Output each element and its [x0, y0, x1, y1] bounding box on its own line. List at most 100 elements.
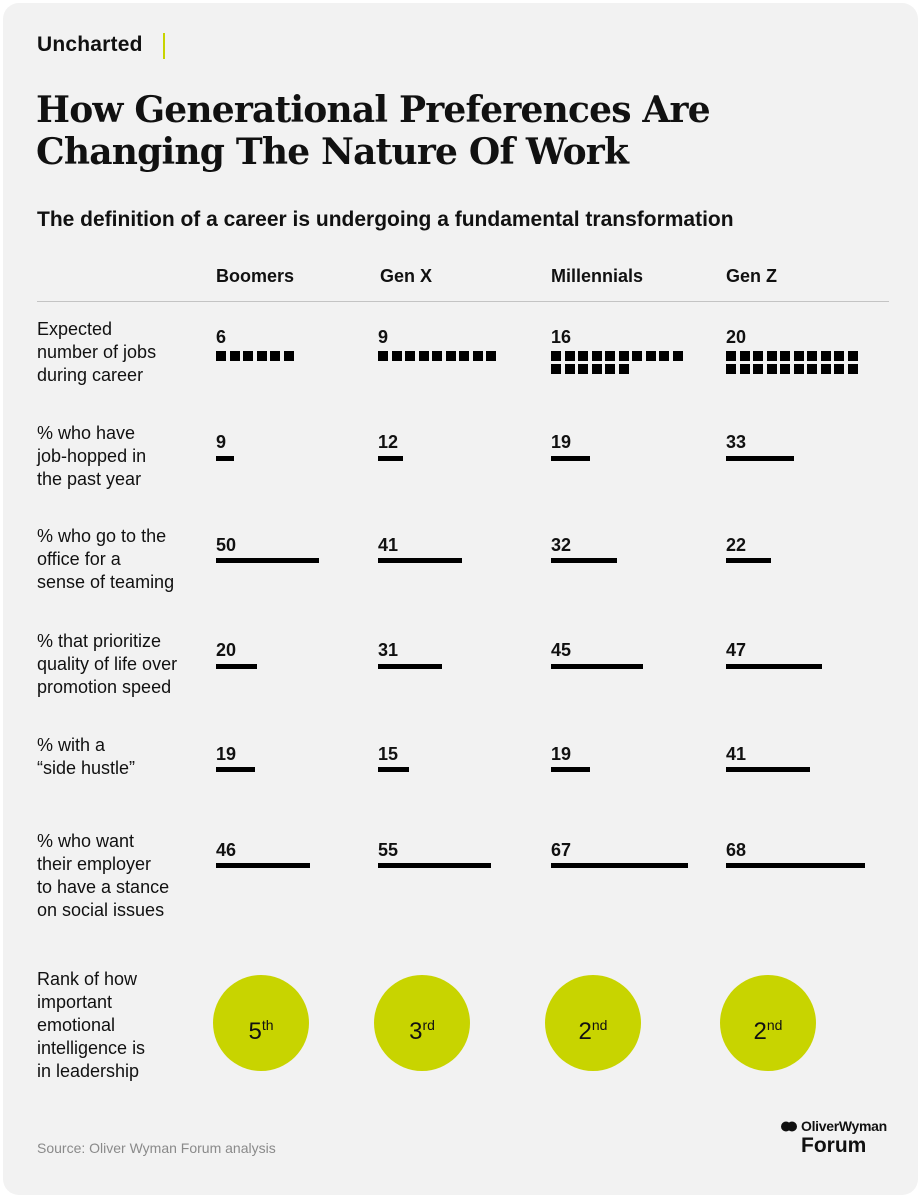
job-square: [551, 364, 561, 374]
bar-gen-x: [378, 558, 463, 563]
job-square: [780, 364, 790, 374]
bar-millennials: [551, 664, 644, 669]
bar-gen-z: [726, 767, 811, 772]
job-square: [753, 351, 763, 361]
bar-gen-x: [378, 863, 491, 868]
job-square: [793, 364, 804, 374]
job-square: [564, 351, 575, 361]
bar-gen-x: [378, 767, 409, 772]
value-label-boomers: 50: [216, 535, 237, 555]
row-label-social-stance: % who want their employer to have a stance…: [37, 831, 170, 920]
job-square: [739, 364, 750, 374]
job-square: [564, 364, 575, 374]
job-square: [432, 351, 442, 361]
value-label-boomers: 20: [216, 640, 237, 660]
job-square: [632, 351, 642, 361]
value-label-gen-x: 31: [378, 640, 399, 660]
value-label-boomers: 19: [216, 744, 237, 764]
value-label-millennials: 32: [551, 535, 572, 555]
bar-boomers: [216, 863, 311, 868]
job-square: [256, 351, 267, 361]
job-square: [618, 351, 629, 361]
job-square: [807, 364, 817, 374]
title-line-2: Changing The Nature Of Work: [36, 131, 629, 173]
bar-gen-z: [726, 664, 823, 669]
column-header-boomers: Boomers: [216, 266, 295, 286]
value-label-gen-z: 22: [726, 535, 747, 555]
source-note: Source: Oliver Wyman Forum analysis: [37, 1140, 276, 1156]
header-divider: [37, 301, 889, 302]
job-square: [659, 351, 669, 361]
row-label-side-hustle: % with a “side hustle”: [37, 735, 136, 778]
job-square: [672, 351, 683, 361]
rank-circle-boomers: 5th: [213, 975, 309, 1071]
value-label-millennials: 67: [551, 840, 572, 860]
job-square: [605, 351, 615, 361]
bar-gen-x: [378, 664, 442, 669]
value-label-gen-z: 33: [726, 432, 747, 452]
brand-label: Uncharted: [37, 33, 143, 56]
value-label-gen-x: 12: [378, 432, 399, 452]
job-square: [834, 351, 844, 361]
value-label-boomers: 6: [216, 327, 227, 347]
title-line-1: How Generational Preferences Are: [36, 89, 711, 131]
job-square: [645, 351, 656, 361]
job-square: [605, 364, 615, 374]
rank-circle-gen-z: 2nd: [720, 975, 816, 1071]
job-square: [766, 364, 777, 374]
value-label-gen-x: 9: [378, 327, 389, 347]
row-label-jobs: Expected number of jobs during career: [37, 319, 157, 385]
value-label-millennials: 19: [551, 744, 572, 764]
bar-gen-x: [378, 456, 403, 461]
bar-boomers: [216, 767, 255, 772]
column-header-millennials: Millennials: [551, 266, 644, 286]
row-label-office-teaming: % who go to the office for a sense of team…: [37, 526, 175, 592]
job-square: [578, 364, 588, 374]
job-square: [793, 351, 804, 361]
value-label-millennials: 16: [551, 327, 572, 347]
bar-millennials: [551, 767, 590, 772]
job-square: [780, 351, 790, 361]
job-square: [418, 351, 429, 361]
bar-gen-z: [726, 863, 866, 868]
logo-mark-icon: [781, 1121, 797, 1132]
bar-millennials: [551, 558, 617, 563]
value-label-millennials: 19: [551, 432, 572, 452]
bar-millennials: [551, 456, 590, 461]
column-header-gen-z: Gen Z: [726, 266, 778, 286]
job-square: [472, 351, 483, 361]
brand-accent-bar: [163, 33, 165, 59]
value-label-gen-z: 68: [726, 840, 747, 860]
bar-boomers: [216, 558, 319, 563]
bar-gen-z: [726, 558, 772, 563]
job-square: [847, 364, 858, 374]
job-square: [591, 351, 602, 361]
infographic-card: Uncharted How Generational Preferences A…: [3, 3, 918, 1195]
column-header-gen-x: Gen X: [380, 266, 433, 286]
job-square: [405, 351, 415, 361]
job-square: [229, 351, 240, 361]
job-square: [726, 351, 736, 361]
job-square: [820, 364, 831, 374]
job-square: [391, 351, 402, 361]
row-label-quality-of-life: % that prioritize quality of life over pro…: [37, 631, 178, 697]
job-square: [216, 351, 226, 361]
value-label-gen-x: 41: [378, 535, 399, 555]
job-square: [726, 364, 736, 374]
value-label-gen-z: 20: [726, 327, 747, 347]
job-square: [445, 351, 456, 361]
job-square: [551, 351, 561, 361]
page-title: How Generational Preferences Are Changin…: [36, 89, 896, 173]
job-square: [243, 351, 253, 361]
logo-text-oliverwyman: OliverWyman: [801, 1118, 887, 1134]
value-label-gen-x: 15: [378, 744, 399, 764]
bar-boomers: [216, 664, 257, 669]
value-label-millennials: 45: [551, 640, 572, 660]
logo-text-forum: Forum: [801, 1134, 867, 1157]
value-label-boomers: 46: [216, 840, 237, 860]
job-square: [459, 351, 469, 361]
job-square: [739, 351, 750, 361]
job-square: [578, 351, 588, 361]
row-label-emotional-intelligence: Rank of how important emotional intelligenc…: [37, 969, 146, 1081]
job-square: [591, 364, 602, 374]
